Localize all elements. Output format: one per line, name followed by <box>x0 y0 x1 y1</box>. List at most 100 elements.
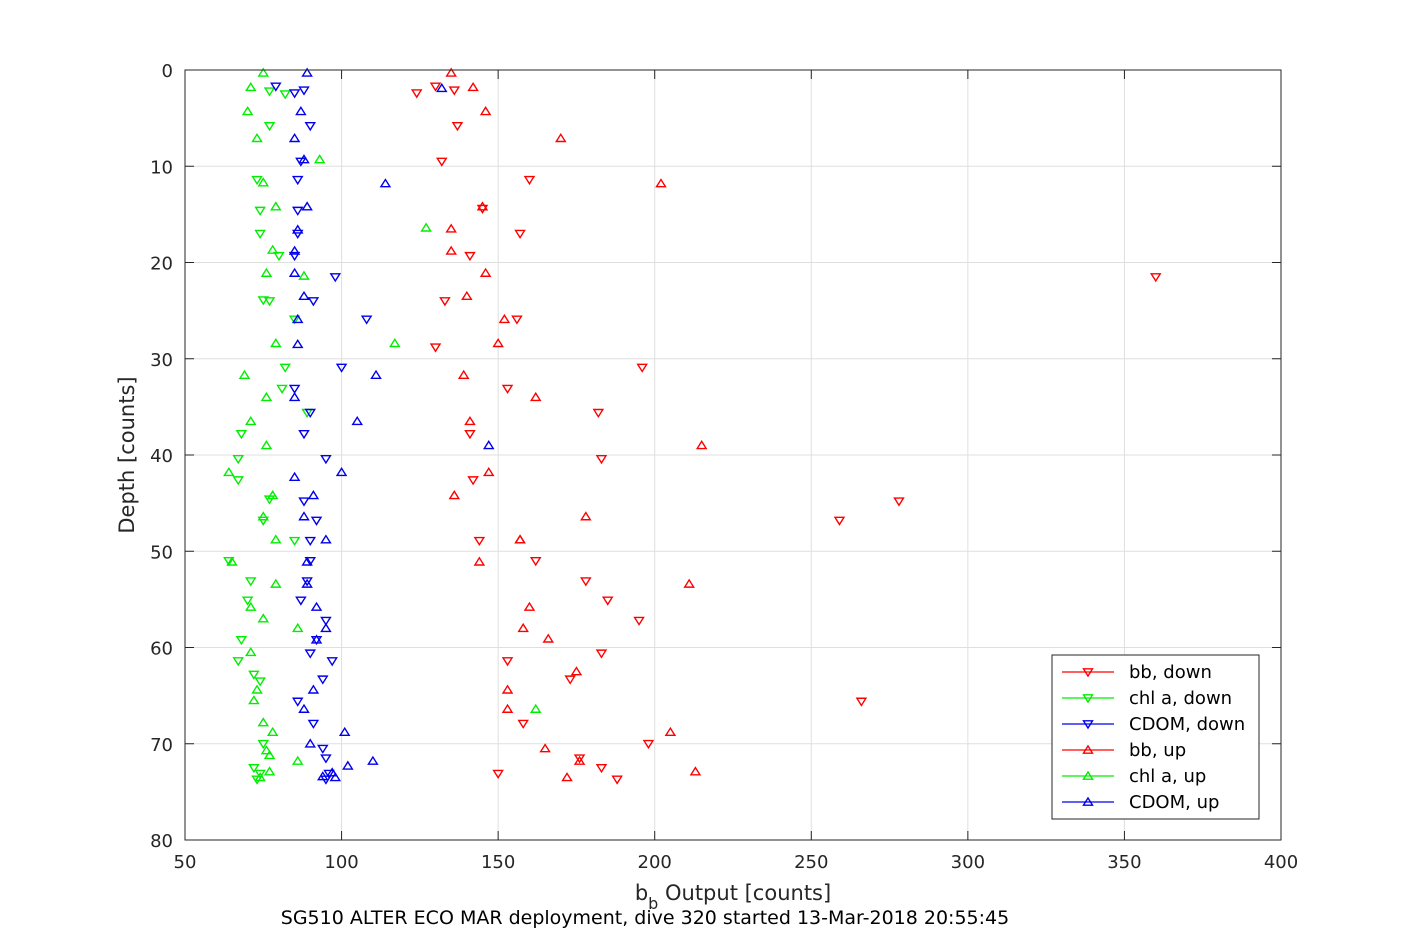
data-point <box>379 178 392 188</box>
legend-label: bb, down <box>1129 662 1212 683</box>
data-point <box>232 476 244 486</box>
data-point <box>1149 273 1162 283</box>
data-point <box>573 755 586 765</box>
data-point <box>683 578 695 588</box>
legend-marker <box>1082 796 1094 806</box>
data-point <box>360 315 373 325</box>
data-point <box>298 270 310 280</box>
data-point <box>445 245 457 255</box>
y-axis-label: Depth [counts] <box>115 376 139 533</box>
data-point <box>320 754 332 764</box>
data-point <box>301 578 313 588</box>
data-point <box>288 536 301 547</box>
data-point <box>517 719 529 729</box>
data-point <box>244 646 257 657</box>
data-point <box>335 363 348 373</box>
y-tick-label: 60 <box>150 639 173 660</box>
data-point <box>476 201 489 211</box>
data-point <box>310 601 323 611</box>
data-point <box>244 577 257 587</box>
data-point <box>248 695 260 705</box>
data-point <box>260 267 273 277</box>
data-point <box>501 657 514 667</box>
data-point <box>492 337 504 348</box>
legend-item: CDOM, up <box>1062 792 1219 813</box>
data-point <box>695 440 708 450</box>
data-point <box>301 67 313 77</box>
data-point <box>304 536 317 547</box>
data-point <box>260 440 273 450</box>
data-point <box>529 557 542 567</box>
data-point <box>257 717 270 727</box>
data-point <box>257 67 270 77</box>
data-point <box>288 132 301 143</box>
data-point <box>855 697 868 707</box>
data-point <box>410 89 423 99</box>
data-point <box>498 313 511 324</box>
data-point <box>304 408 317 419</box>
data-point <box>326 657 338 667</box>
data-point <box>266 244 279 254</box>
data-point <box>304 649 317 659</box>
x-axis-label-subscript: b <box>648 894 658 913</box>
data-point <box>436 157 448 167</box>
series-5 <box>288 67 495 782</box>
data-point <box>326 767 338 777</box>
data-point <box>232 455 244 465</box>
data-point <box>223 466 235 477</box>
data-point <box>251 132 263 143</box>
data-point <box>251 775 263 785</box>
data-point <box>288 384 301 394</box>
data-point <box>304 738 317 748</box>
data-point <box>601 596 614 606</box>
data-point <box>288 391 301 402</box>
data-point <box>439 297 451 307</box>
data-point <box>367 755 379 765</box>
data-point <box>270 201 282 211</box>
data-point <box>295 157 307 167</box>
legend-item: chl a, down <box>1062 688 1232 709</box>
data-point <box>351 415 363 426</box>
data-point <box>291 338 304 349</box>
data-point <box>263 749 276 760</box>
data-point <box>298 290 310 301</box>
data-point <box>473 536 486 547</box>
data-point <box>304 121 317 132</box>
x-tick-label: 100 <box>324 852 358 873</box>
figure-caption: SG510 ALTER ECO MAR deployment, dive 320… <box>281 907 1009 929</box>
y-tick-label: 20 <box>150 254 173 275</box>
x-tick-label: 250 <box>794 852 828 873</box>
data-point <box>244 601 257 611</box>
data-point <box>273 251 285 262</box>
legend-label: bb, up <box>1129 740 1186 761</box>
data-point <box>445 67 457 77</box>
data-point <box>342 760 354 770</box>
data-point <box>310 634 323 644</box>
x-tick-label: 300 <box>951 852 985 873</box>
data-point <box>270 337 282 348</box>
data-point <box>263 766 276 776</box>
data-point <box>279 363 291 373</box>
data-point <box>893 497 905 507</box>
data-point <box>291 622 304 633</box>
legend-item: bb, down <box>1062 662 1212 683</box>
data-point <box>501 384 514 394</box>
data-point <box>329 772 342 782</box>
data-point <box>260 391 273 402</box>
data-point <box>320 616 332 626</box>
data-point <box>492 769 504 779</box>
data-point <box>555 132 567 143</box>
data-point <box>501 703 514 713</box>
x-axis-label-main: b <box>635 881 648 905</box>
legend-label: chl a, up <box>1129 766 1206 787</box>
data-point <box>523 601 536 611</box>
data-point <box>307 684 320 694</box>
x-tick-label: 400 <box>1264 852 1298 873</box>
data-point <box>523 175 536 186</box>
data-point <box>611 775 623 785</box>
data-point <box>464 251 476 262</box>
data-point <box>689 766 702 776</box>
data-point <box>307 719 320 729</box>
y-tick-label: 10 <box>150 157 173 178</box>
data-point <box>298 154 310 164</box>
